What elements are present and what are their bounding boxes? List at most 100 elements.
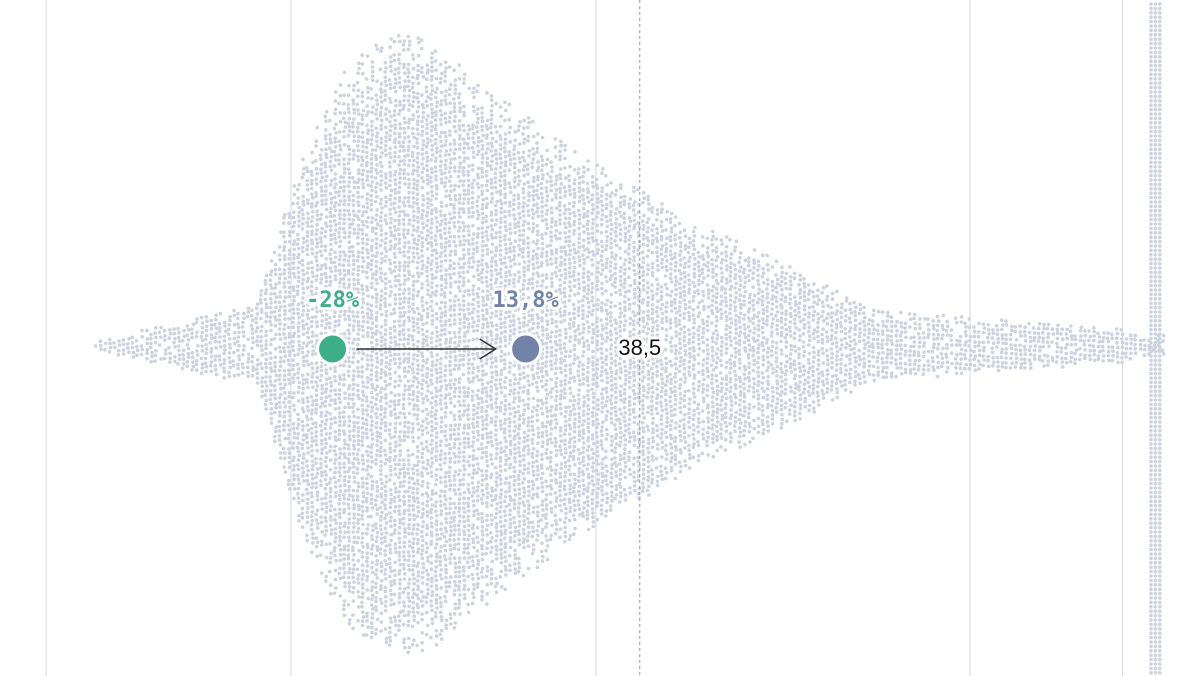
- swarm-dot: [485, 473, 489, 478]
- swarm-dot: [435, 100, 440, 105]
- swarm-dot: [401, 516, 406, 521]
- swarm-dot: [352, 213, 357, 217]
- swarm-dot: [456, 537, 461, 541]
- swarm-dot: [346, 300, 351, 305]
- swarm-dot: [208, 341, 212, 345]
- swarm-dot: [347, 317, 352, 322]
- swarm-dot: [476, 558, 481, 563]
- swarm-dot: [176, 326, 180, 331]
- swarm-dot: [415, 192, 420, 196]
- swarm-dot: [366, 131, 370, 136]
- swarm-dot: [338, 281, 342, 285]
- swarm-dot: [398, 176, 403, 180]
- swarm-dot: [361, 168, 366, 173]
- swarm-dot: [370, 133, 375, 137]
- swarm-dot: [462, 113, 466, 118]
- swarm-dot: [347, 295, 351, 299]
- swarm-dot: [374, 185, 378, 190]
- swarm-dot: [282, 378, 287, 382]
- swarm-dot: [315, 540, 320, 545]
- swarm-dot: [334, 182, 338, 186]
- swarm-dot: [424, 417, 429, 421]
- swarm-dot: [406, 196, 411, 200]
- swarm-dot: [407, 512, 412, 517]
- swarm-dot: [346, 133, 351, 138]
- swarm-dot: [324, 313, 329, 317]
- swarm-dot: [351, 488, 356, 493]
- swarm-dot: [236, 316, 240, 321]
- swarm-dot: [319, 414, 324, 418]
- swarm-dot: [388, 464, 393, 469]
- swarm-dot: [369, 87, 374, 91]
- swarm-dot: [476, 369, 481, 373]
- swarm-dot: [439, 610, 443, 615]
- swarm-dot: [283, 240, 288, 244]
- swarm-dot: [388, 207, 392, 212]
- swarm-dot: [364, 427, 369, 432]
- swarm-dot: [348, 189, 352, 194]
- swarm-dot: [456, 427, 461, 431]
- swarm-dot: [357, 168, 361, 172]
- swarm-dot: [283, 295, 288, 300]
- swarm-dot: [277, 245, 282, 249]
- swarm-dot: [369, 373, 374, 377]
- swarm-dot: [444, 176, 448, 180]
- swarm-dot: [347, 535, 351, 540]
- swarm-dot: [388, 137, 392, 142]
- swarm-dot: [462, 385, 466, 390]
- swarm-dot: [485, 270, 489, 274]
- swarm-dot: [398, 250, 402, 255]
- swarm-dot: [384, 199, 389, 204]
- swarm-dot: [485, 394, 489, 398]
- swarm-dot: [444, 281, 449, 285]
- swarm-dot: [421, 143, 426, 147]
- swarm-dot: [398, 578, 402, 582]
- swarm-dot: [360, 370, 365, 374]
- swarm-dot: [361, 149, 365, 154]
- swarm-dot: [421, 480, 425, 484]
- swarm-dot: [383, 342, 387, 347]
- swarm-dot: [438, 388, 443, 393]
- swarm-dot: [452, 124, 457, 129]
- swarm-dot: [452, 318, 457, 322]
- swarm-dot: [440, 144, 444, 148]
- swarm-dot: [191, 322, 196, 327]
- swarm-dot: [420, 501, 425, 506]
- swarm-dot: [410, 384, 415, 388]
- swarm-dot: [430, 447, 435, 451]
- swarm-dot: [297, 182, 302, 187]
- swarm-dot: [328, 494, 333, 499]
- swarm-dot: [480, 575, 485, 579]
- swarm-dot: [380, 532, 384, 536]
- swarm-dot: [338, 314, 342, 319]
- swarm-dot: [241, 330, 246, 334]
- swarm-dot: [357, 66, 361, 71]
- swarm-dot: [490, 518, 494, 522]
- swarm-dot: [258, 297, 263, 302]
- swarm-dot: [356, 122, 361, 126]
- swarm-dot: [162, 329, 167, 333]
- swarm-dot: [393, 426, 397, 430]
- swarm-dot: [397, 80, 402, 85]
- swarm-dot: [383, 507, 388, 511]
- swarm-dot: [425, 526, 430, 531]
- swarm-dot: [333, 444, 338, 449]
- swarm-dot: [259, 307, 264, 312]
- swarm-dot: [481, 299, 486, 303]
- swarm-dot: [403, 79, 407, 83]
- swarm-dot: [407, 599, 412, 603]
- swarm-dot: [397, 494, 401, 499]
- swarm-dot: [439, 489, 443, 493]
- swarm-dot: [383, 484, 387, 489]
- swarm-dot: [309, 260, 314, 265]
- swarm-dot: [361, 393, 366, 397]
- swarm-dot: [444, 623, 449, 627]
- swarm-dot: [328, 119, 332, 123]
- swarm-dot: [269, 356, 273, 360]
- swarm-dot: [452, 188, 457, 192]
- swarm-dot: [439, 499, 443, 504]
- swarm-dot: [490, 218, 494, 222]
- swarm-dot: [365, 320, 370, 324]
- swarm-dot: [387, 160, 392, 165]
- swarm-dot: [420, 351, 424, 356]
